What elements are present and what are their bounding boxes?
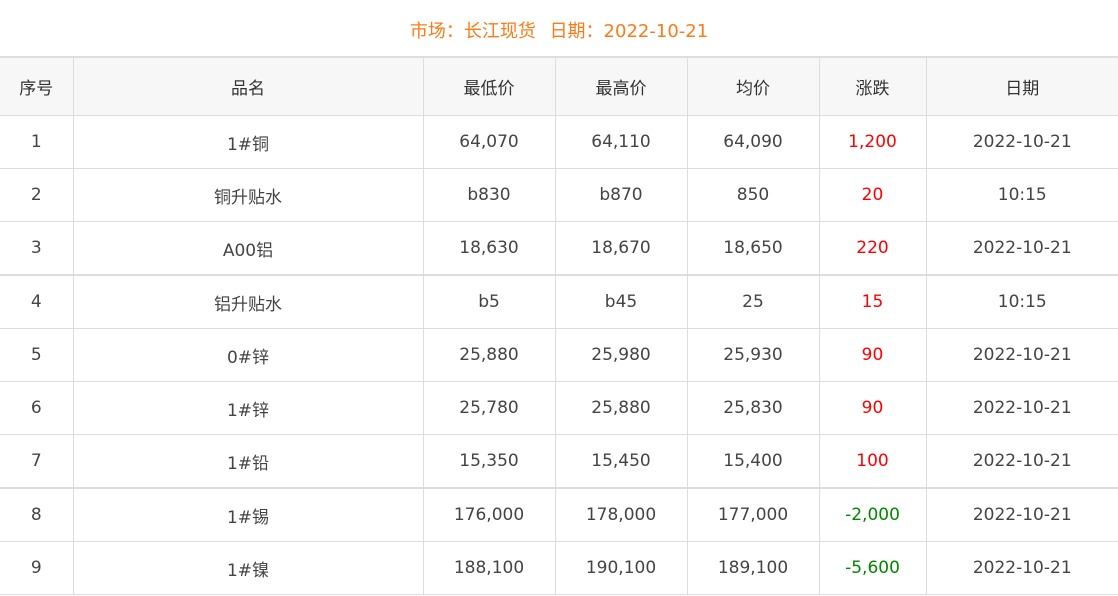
table-row: 2 铜升贴水 b830 b870 850 20 10:15: [0, 168, 1118, 222]
cell-low: 15,350: [422, 434, 556, 489]
col-header-avg: 均价: [686, 56, 820, 116]
cell-change: -2,000: [818, 487, 927, 542]
cell-high: 25,980: [554, 328, 688, 382]
cell-name: 1#锡: [72, 487, 424, 542]
cell-low: 18,630: [422, 221, 556, 276]
cell-name: 0#锌: [72, 328, 424, 382]
cell-name: 1#铅: [72, 434, 424, 489]
col-header-date: 日期: [925, 56, 1118, 116]
cell-name: 铜升贴水: [72, 168, 424, 222]
table-row: 9 1#镍 188,100 190,100 189,100 -5,600 2022-10-2…: [0, 541, 1118, 595]
table-row: 4 铝升贴水 b5 b45 25 15 10:15: [0, 274, 1118, 329]
cell-no: 4: [0, 274, 74, 329]
cell-name: 铝升贴水: [72, 274, 424, 329]
cell-change: -5,600: [818, 541, 927, 595]
cell-no: 6: [0, 381, 74, 435]
cell-high: b45: [554, 274, 688, 329]
cell-high: 15,450: [554, 434, 688, 489]
cell-no: 3: [0, 221, 74, 276]
cell-date: 2022-10-21: [925, 381, 1118, 435]
col-header-low: 最低价: [422, 56, 556, 116]
cell-high: 25,880: [554, 381, 688, 435]
cell-avg: 64,090: [686, 115, 820, 169]
cell-change: 15: [818, 274, 927, 329]
cell-change: 20: [818, 168, 927, 222]
cell-date: 2022-10-21: [925, 434, 1118, 489]
cell-date: 2022-10-21: [925, 487, 1118, 542]
cell-no: 7: [0, 434, 74, 489]
market-label: 市场：长江现货: [409, 21, 536, 42]
col-header-high: 最高价: [554, 56, 688, 116]
cell-low: 176,000: [422, 487, 556, 542]
cell-high: 64,110: [554, 115, 688, 169]
table-row: 6 1#锌 25,780 25,880 25,830 90 2022-10-21: [0, 381, 1118, 435]
cell-no: 9: [0, 541, 74, 595]
cell-change: 100: [818, 434, 927, 489]
date-label: 日期：2022-10-21: [549, 21, 709, 42]
cell-low: 25,780: [422, 381, 556, 435]
cell-high: 178,000: [554, 487, 688, 542]
cell-name: 1#锌: [72, 381, 424, 435]
cell-date: 2022-10-21: [925, 115, 1118, 169]
table-row: 3 A00铝 18,630 18,670 18,650 220 2022-10-21: [0, 221, 1118, 276]
cell-high: b870: [554, 168, 688, 222]
cell-date: 10:15: [925, 168, 1118, 222]
table-row: 7 1#铅 15,350 15,450 15,400 100 2022-10-21: [0, 434, 1118, 489]
table-row: 5 0#锌 25,880 25,980 25,930 90 2022-10-21: [0, 328, 1118, 382]
cell-high: 18,670: [554, 221, 688, 276]
cell-avg: 25,930: [686, 328, 820, 382]
col-header-name: 品名: [72, 56, 424, 116]
cell-high: 190,100: [554, 541, 688, 595]
col-header-change: 涨跌: [818, 56, 927, 116]
cell-date: 2022-10-21: [925, 328, 1118, 382]
cell-date: 10:15: [925, 274, 1118, 329]
cell-change: 90: [818, 381, 927, 435]
cell-date: 2022-10-21: [925, 541, 1118, 595]
cell-date: 2022-10-21: [925, 221, 1118, 276]
col-header-no: 序号: [0, 56, 74, 116]
cell-no: 1: [0, 115, 74, 169]
cell-low: 188,100: [422, 541, 556, 595]
cell-no: 2: [0, 168, 74, 222]
price-table: 序号 品名 最低价 最高价 均价 涨跌 日期 1 1#铜 64,070 64,110 6…: [0, 56, 1118, 595]
cell-avg: 850: [686, 168, 820, 222]
cell-low: 25,880: [422, 328, 556, 382]
cell-avg: 18,650: [686, 221, 820, 276]
cell-avg: 189,100: [686, 541, 820, 595]
market-header: 市场：长江现货 日期：2022-10-21: [0, 0, 1118, 56]
cell-change: 220: [818, 221, 927, 276]
table-row: 8 1#锡 176,000 178,000 177,000 -2,000 2022-10-2…: [0, 487, 1118, 542]
table-row: 1 1#铜 64,070 64,110 64,090 1,200 2022-10-21: [0, 115, 1118, 169]
cell-avg: 25: [686, 274, 820, 329]
cell-change: 90: [818, 328, 927, 382]
cell-name: A00铝: [72, 221, 424, 276]
table-header-row: 序号 品名 最低价 最高价 均价 涨跌 日期: [0, 56, 1118, 116]
cell-name: 1#镍: [72, 541, 424, 595]
cell-low: b5: [422, 274, 556, 329]
cell-low: b830: [422, 168, 556, 222]
cell-avg: 177,000: [686, 487, 820, 542]
cell-change: 1,200: [818, 115, 927, 169]
cell-low: 64,070: [422, 115, 556, 169]
cell-no: 8: [0, 487, 74, 542]
cell-name: 1#铜: [72, 115, 424, 169]
cell-avg: 15,400: [686, 434, 820, 489]
cell-no: 5: [0, 328, 74, 382]
cell-avg: 25,830: [686, 381, 820, 435]
